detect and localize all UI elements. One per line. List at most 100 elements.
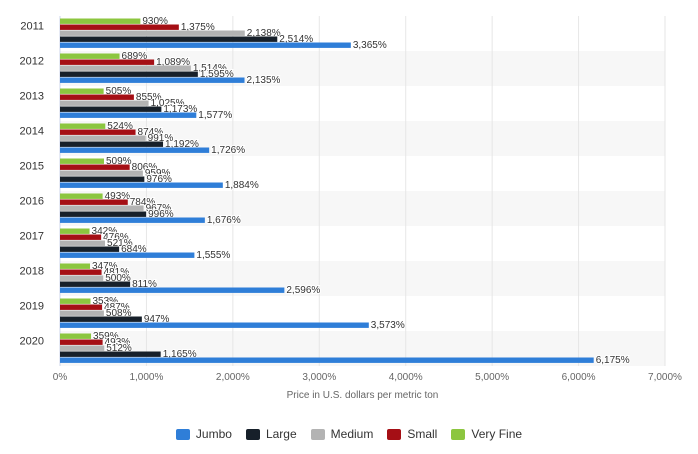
data-label: 2,135% [247,75,281,86]
legend-item[interactable]: Small [387,427,437,441]
legend-swatch [451,428,466,440]
bar[interactable] [60,205,144,211]
x-tick-label: 6,000% [562,372,596,383]
legend-item[interactable]: Medium [310,427,374,441]
category-label: 2018 [20,266,44,278]
bar[interactable] [60,217,205,223]
bar[interactable] [60,263,90,269]
bar[interactable] [60,65,191,71]
bar[interactable] [60,59,155,65]
x-tick-label: 4,000% [389,372,423,383]
data-label: 476% [103,232,129,243]
x-tick-label: 1,000% [129,372,163,383]
category-label: 2019 [20,301,44,313]
bar[interactable] [60,36,278,42]
bar[interactable] [60,176,145,182]
bar[interactable] [60,18,141,24]
data-label: 481% [104,267,130,278]
bar[interactable] [60,164,130,170]
legend-item[interactable]: Jumbo [175,427,232,441]
bar[interactable] [60,304,103,310]
bar[interactable] [60,71,198,77]
bar[interactable] [60,275,104,281]
legend-label: Small [407,427,438,441]
bar[interactable] [60,88,104,94]
x-tick-label: 5,000% [475,372,509,383]
bar[interactable] [60,129,136,135]
data-label: 1,676% [207,215,241,226]
category-label: 2015 [20,161,44,173]
category-label: 2012 [20,56,44,68]
legend-item[interactable]: Very Fine [451,427,522,441]
bar[interactable] [60,100,149,106]
bar[interactable] [60,147,210,153]
bar[interactable] [60,228,90,234]
data-label: 959% [145,168,171,179]
bar[interactable] [60,240,106,246]
bar[interactable] [60,310,104,316]
bar[interactable] [60,252,195,258]
bar[interactable] [60,123,106,129]
legend-swatch [387,428,402,440]
bar[interactable] [60,287,285,293]
bar[interactable] [60,345,105,351]
bar[interactable] [60,77,245,83]
bar[interactable] [60,333,92,339]
data-label: 487% [104,302,130,313]
legend-swatch [310,428,325,440]
bar[interactable] [60,24,179,30]
bar[interactable] [60,182,223,188]
x-axis-title: Price in U.S. dollars per metric ton [286,390,439,401]
bar[interactable] [60,135,146,141]
data-label: 2,596% [286,285,320,296]
data-label: 1,577% [198,110,232,121]
bar[interactable] [60,53,120,59]
bar[interactable] [60,339,103,345]
bar[interactable] [60,193,103,199]
bar[interactable] [60,357,594,363]
data-label: 3,573% [371,320,405,331]
bar[interactable] [60,112,197,118]
bar[interactable] [60,269,102,275]
legend-label: Jumbo [195,427,232,441]
data-label: 6,175% [596,355,630,366]
data-label: 967% [146,203,172,214]
bar[interactable] [60,42,351,48]
bar[interactable] [60,316,142,322]
data-label: 3,365% [353,40,387,51]
bar[interactable] [60,106,162,112]
bar[interactable] [60,141,164,147]
bar[interactable] [60,322,369,328]
bar[interactable] [60,211,147,217]
legend-label: Very Fine [471,427,523,441]
bar[interactable] [60,94,134,100]
bar[interactable] [60,281,131,287]
x-tick-label: 3,000% [302,372,336,383]
data-label: 1,726% [211,145,245,156]
bar[interactable] [60,30,245,36]
category-label: 2017 [20,231,44,243]
category-label: 2016 [20,196,44,208]
category-label: 2013 [20,91,44,103]
data-label: 1,514% [193,63,227,74]
bar[interactable] [60,298,91,304]
bar[interactable] [60,170,143,176]
category-label: 2011 [20,21,44,33]
bar[interactable] [60,246,120,252]
data-label: 493% [105,337,131,348]
x-tick-label: 0% [53,372,68,383]
bar[interactable] [60,351,161,357]
category-label: 2020 [20,336,44,348]
bar[interactable] [60,199,128,205]
category-label: 2014 [20,126,44,138]
chart-legend: Jumbo Large Medium Small Very Fine [0,427,698,441]
data-label: 1,884% [225,180,259,191]
legend-label: Large [265,427,297,441]
x-tick-label: 7,000% [648,372,682,383]
legend-label: Medium [330,427,374,441]
legend-item[interactable]: Large [245,427,297,441]
bar[interactable] [60,158,104,164]
bar[interactable] [60,234,102,240]
